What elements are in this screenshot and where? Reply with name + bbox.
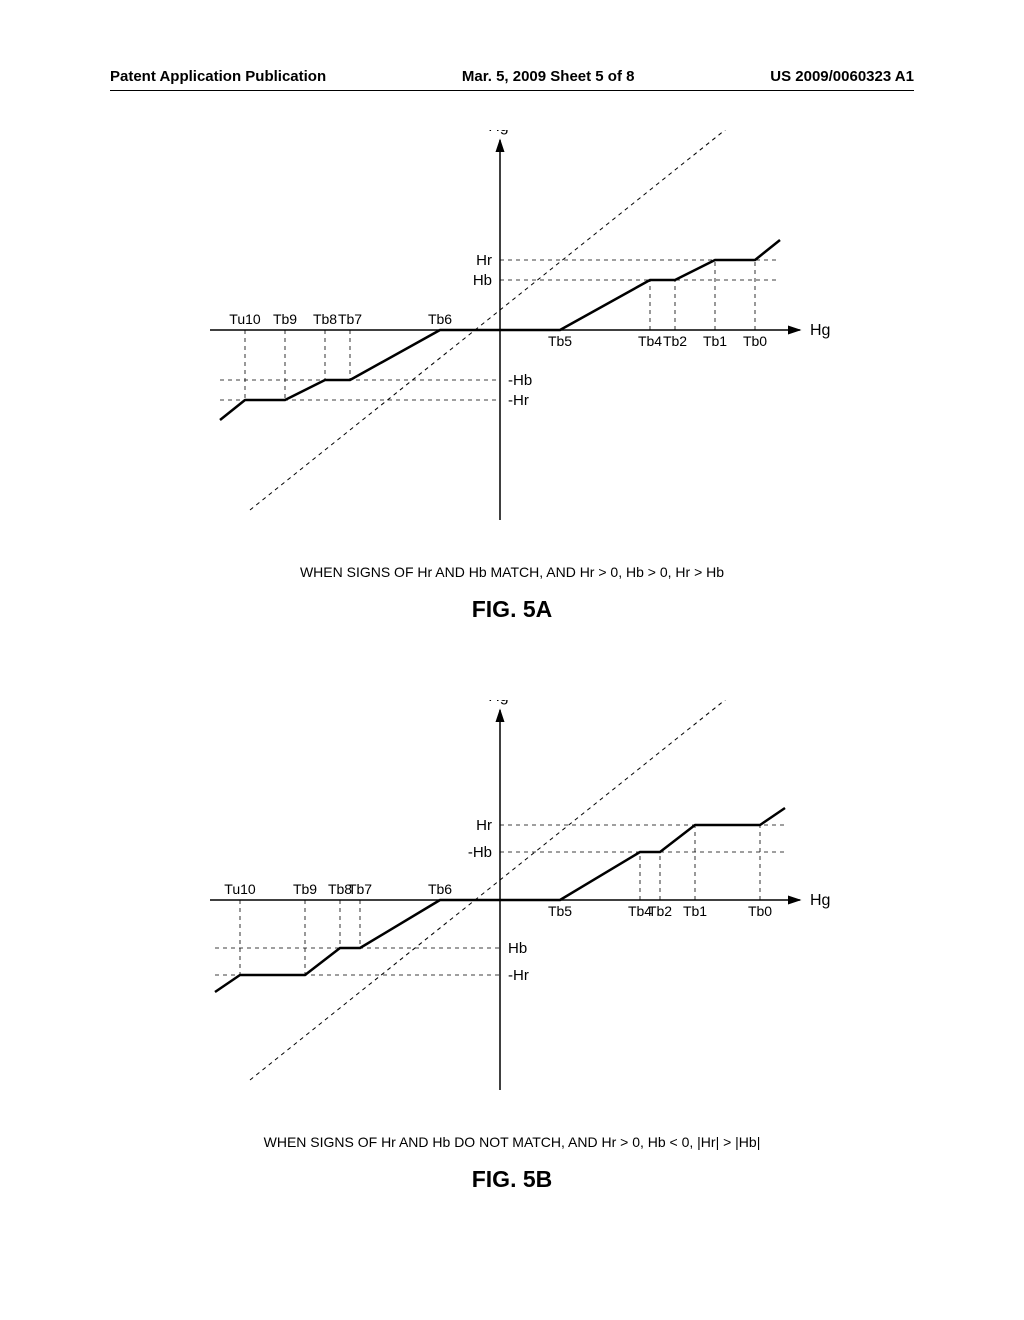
- header-left: Patent Application Publication: [110, 68, 326, 85]
- svg-text:Tb0: Tb0: [743, 333, 767, 349]
- svg-text:Tb4: Tb4: [638, 333, 662, 349]
- svg-text:Tb5: Tb5: [548, 903, 572, 919]
- svg-text:Hb: Hb: [508, 940, 527, 957]
- svg-text:Tb6: Tb6: [428, 311, 452, 327]
- svg-text:Hg: Hg: [810, 322, 830, 339]
- figure-5b-svg: Hg'HgHr-HbHb-HrTb5Tb4Tb2Tb1Tb0Tu10Tb9Tb8…: [120, 700, 904, 1130]
- svg-text:Tb2: Tb2: [648, 903, 672, 919]
- svg-text:Hg': Hg': [488, 130, 512, 135]
- svg-text:Tb7: Tb7: [338, 311, 362, 327]
- svg-text:-Hr: -Hr: [508, 392, 529, 409]
- svg-text:Hg: Hg: [810, 892, 830, 909]
- svg-text:-Hb: -Hb: [468, 844, 492, 861]
- svg-text:Tb1: Tb1: [703, 333, 727, 349]
- page: Patent Application Publication Mar. 5, 2…: [0, 0, 1024, 1320]
- svg-text:-Hb: -Hb: [508, 372, 532, 389]
- figure-5b-wrap: Hg'HgHr-HbHb-HrTb5Tb4Tb2Tb1Tb0Tu10Tb9Tb8…: [120, 700, 904, 1193]
- figure-5b-label: FIG. 5B: [120, 1166, 904, 1193]
- svg-text:Tb8: Tb8: [313, 311, 337, 327]
- figure-5a-caption: WHEN SIGNS OF Hr AND Hb MATCH, AND Hr > …: [120, 564, 904, 580]
- svg-text:Tb7: Tb7: [348, 881, 372, 897]
- svg-text:Tb5: Tb5: [548, 333, 572, 349]
- svg-text:Hr: Hr: [476, 252, 492, 269]
- figure-5b-caption: WHEN SIGNS OF Hr AND Hb DO NOT MATCH, AN…: [120, 1134, 904, 1150]
- header-right: US 2009/0060323 A1: [770, 68, 914, 85]
- svg-text:Hg': Hg': [488, 700, 512, 705]
- svg-text:Tb0: Tb0: [748, 903, 772, 919]
- svg-text:Hr: Hr: [476, 817, 492, 834]
- figure-5a-wrap: Hg' Hg Hr Hb -Hb -Hr Tb5 Tb4Tb2 Tb1 Tb0 Tu10 Tb9 Tb8…: [120, 130, 904, 623]
- svg-text:Tu10: Tu10: [229, 311, 261, 327]
- svg-text:Tb1: Tb1: [683, 903, 707, 919]
- figure-5a-label: FIG. 5A: [120, 596, 904, 623]
- header: Patent Application Publication Mar. 5, 2…: [0, 68, 1024, 85]
- svg-text:Tb9: Tb9: [293, 881, 317, 897]
- svg-text:Tb9: Tb9: [273, 311, 297, 327]
- figure-5a-svg: Hg' Hg Hr Hb -Hb -Hr Tb5 Tb4Tb2 Tb1 Tb0 Tu10 Tb9 Tb8…: [120, 130, 904, 560]
- svg-text:Hb: Hb: [473, 272, 492, 289]
- svg-text:Tu10: Tu10: [224, 881, 256, 897]
- svg-text:Tb6: Tb6: [428, 881, 452, 897]
- header-rule: [110, 90, 914, 91]
- svg-text:-Hr: -Hr: [508, 967, 529, 984]
- svg-text:Tb2: Tb2: [663, 333, 687, 349]
- header-center: Mar. 5, 2009 Sheet 5 of 8: [462, 68, 635, 85]
